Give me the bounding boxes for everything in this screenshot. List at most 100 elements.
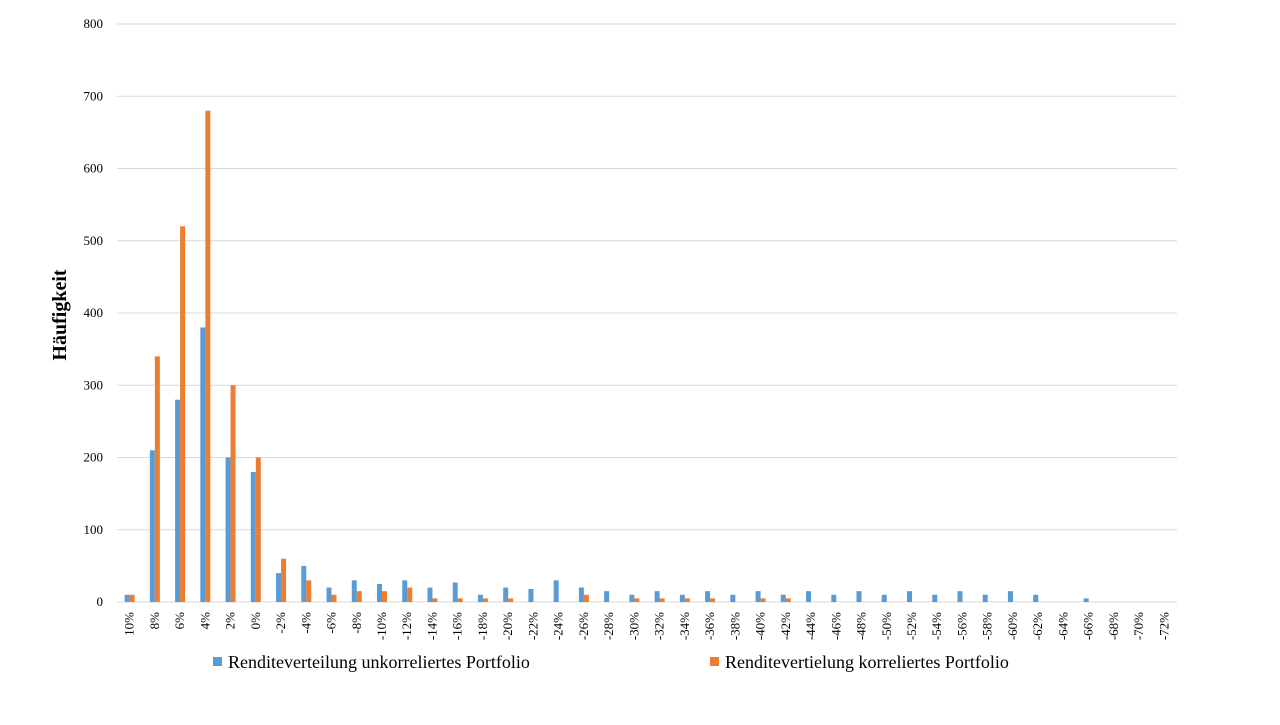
bar bbox=[705, 591, 711, 602]
bar bbox=[806, 591, 812, 602]
bar bbox=[634, 598, 640, 602]
legend-swatch bbox=[213, 657, 222, 666]
bar bbox=[982, 594, 988, 602]
x-tick-label: -64% bbox=[1055, 612, 1070, 640]
bar bbox=[654, 591, 660, 602]
bar bbox=[1083, 598, 1089, 602]
x-tick-label: -42% bbox=[778, 612, 793, 640]
bar bbox=[180, 226, 186, 603]
x-tick-label: 8% bbox=[147, 612, 162, 630]
bar bbox=[477, 594, 483, 602]
bar bbox=[175, 399, 181, 602]
x-tick-label: -56% bbox=[954, 612, 969, 640]
bar bbox=[730, 594, 736, 602]
bar bbox=[856, 591, 862, 602]
bar bbox=[351, 580, 357, 602]
x-tick-label: -34% bbox=[677, 612, 692, 640]
bar bbox=[205, 110, 211, 602]
bar bbox=[659, 598, 665, 602]
bar bbox=[377, 583, 382, 602]
bar bbox=[432, 598, 438, 602]
bar bbox=[831, 594, 837, 602]
bar bbox=[780, 594, 786, 602]
bar bbox=[200, 327, 206, 602]
x-tick-label: -4% bbox=[298, 612, 313, 634]
y-tick-label: 700 bbox=[84, 88, 104, 103]
bar bbox=[1033, 594, 1039, 602]
bar bbox=[230, 385, 236, 602]
x-tick-label: -20% bbox=[500, 612, 515, 640]
legend-swatch bbox=[710, 657, 719, 666]
x-tick-label: -8% bbox=[349, 612, 364, 634]
x-tick-label: -16% bbox=[450, 612, 465, 640]
bar bbox=[356, 591, 362, 602]
x-tick-label: -30% bbox=[626, 612, 641, 640]
bar bbox=[553, 580, 559, 602]
x-tick-label: 10% bbox=[122, 612, 137, 636]
bar bbox=[604, 591, 610, 602]
bar bbox=[276, 573, 282, 602]
x-tick-label: -50% bbox=[879, 612, 894, 640]
bar bbox=[957, 591, 963, 602]
bar bbox=[881, 594, 887, 602]
x-tick-label: -72% bbox=[1156, 612, 1171, 640]
bar bbox=[255, 457, 261, 602]
y-axis-label: Häufigkeit bbox=[49, 269, 71, 360]
y-tick-label: 400 bbox=[84, 305, 104, 320]
x-tick-label: -38% bbox=[727, 612, 742, 640]
bar bbox=[503, 587, 509, 602]
x-tick-label: -24% bbox=[551, 612, 566, 640]
bar bbox=[149, 450, 155, 602]
bar bbox=[785, 598, 791, 602]
bar bbox=[684, 598, 690, 602]
x-tick-label: -46% bbox=[828, 612, 843, 640]
bar bbox=[583, 594, 589, 602]
x-tick-label: -52% bbox=[904, 612, 919, 640]
bar bbox=[578, 587, 584, 602]
x-tick-label: -58% bbox=[980, 612, 995, 640]
x-tick-label: -66% bbox=[1081, 612, 1096, 640]
x-tick-label: -44% bbox=[803, 612, 818, 640]
bar bbox=[301, 565, 307, 602]
x-tick-label: -36% bbox=[702, 612, 717, 640]
x-tick-label: -54% bbox=[929, 612, 944, 640]
bar bbox=[755, 591, 761, 602]
x-tick-label: -28% bbox=[601, 612, 616, 640]
x-tick-label: 0% bbox=[248, 612, 263, 630]
bar bbox=[710, 598, 716, 602]
bar bbox=[331, 594, 337, 602]
bar bbox=[452, 582, 458, 602]
bar bbox=[1007, 591, 1013, 602]
y-tick-label: 0 bbox=[97, 594, 104, 609]
y-tick-label: 300 bbox=[84, 377, 104, 392]
bar bbox=[402, 580, 408, 602]
bar bbox=[306, 580, 312, 602]
y-tick-label: 800 bbox=[84, 16, 104, 31]
bar bbox=[760, 598, 766, 602]
bar bbox=[250, 471, 256, 602]
y-tick-label: 200 bbox=[84, 450, 104, 465]
x-tick-label: -6% bbox=[324, 612, 339, 634]
bar bbox=[457, 598, 463, 602]
bar bbox=[326, 587, 332, 602]
x-tick-label: -12% bbox=[399, 612, 414, 640]
bar bbox=[281, 558, 287, 602]
x-tick-label: -70% bbox=[1131, 612, 1146, 640]
x-tick-label: 2% bbox=[223, 612, 238, 630]
x-tick-label: -68% bbox=[1106, 612, 1121, 640]
y-tick-label: 600 bbox=[84, 161, 104, 176]
bar bbox=[225, 457, 231, 602]
x-tick-label: -62% bbox=[1030, 612, 1045, 640]
x-tick-label: -18% bbox=[475, 612, 490, 640]
y-tick-label: 500 bbox=[84, 233, 104, 248]
x-tick-label: -2% bbox=[273, 612, 288, 634]
bar bbox=[932, 594, 938, 602]
bar bbox=[154, 356, 160, 602]
bar bbox=[427, 587, 433, 602]
y-tick-label: 100 bbox=[84, 522, 104, 537]
x-tick-label: -10% bbox=[374, 612, 389, 640]
x-tick-label: -14% bbox=[424, 612, 439, 640]
bar bbox=[528, 588, 534, 602]
x-tick-label: -26% bbox=[576, 612, 591, 640]
